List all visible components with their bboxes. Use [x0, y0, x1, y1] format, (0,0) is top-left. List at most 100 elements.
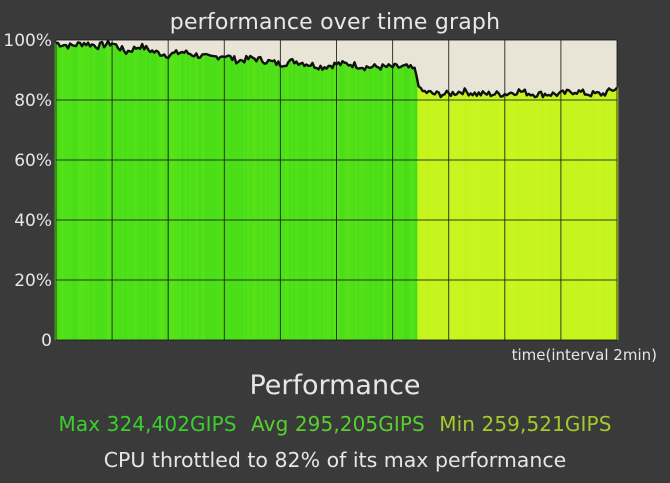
area-strip [140, 44, 144, 340]
area-strip [551, 92, 555, 340]
area-strip [116, 48, 120, 341]
area-strip [423, 90, 426, 340]
area-strip [303, 66, 306, 340]
area-strip [329, 65, 332, 340]
area-strip [385, 67, 388, 341]
area-strip [511, 93, 515, 340]
area-strip [178, 52, 182, 341]
area-strip [433, 94, 436, 340]
area-strip [475, 95, 479, 340]
area-strip [315, 67, 318, 340]
area-strip [309, 65, 312, 340]
area-strip [172, 52, 176, 340]
area-strip [92, 45, 96, 341]
area-strip [405, 64, 408, 340]
area-strip [505, 95, 509, 340]
area-strip [152, 52, 156, 341]
area-strip [168, 55, 172, 341]
area-strip [543, 93, 547, 340]
area-strip [367, 67, 370, 340]
y-tick-label: 40% [14, 211, 52, 231]
area-strip [577, 90, 581, 341]
area-strip [539, 91, 543, 341]
area-strip [519, 91, 523, 340]
area-strip [471, 95, 475, 340]
area-strip [469, 93, 473, 341]
area-strip [176, 54, 180, 340]
area-strip [533, 97, 537, 340]
area-strip [283, 65, 286, 340]
area-strip [377, 67, 380, 341]
area-strip [611, 90, 615, 340]
area-strip [417, 86, 420, 340]
area-strip [441, 94, 444, 340]
area-strip [227, 55, 230, 340]
avg-stat: Avg 295,205GIPS [251, 412, 425, 436]
x-axis-label: time(interval 2min) [512, 346, 657, 364]
area-strip [489, 96, 493, 340]
area-strip [609, 89, 613, 340]
area-strip [613, 89, 617, 340]
area-strip [200, 54, 204, 341]
area-strip [369, 67, 372, 340]
area-strip [82, 43, 86, 341]
area-strip [501, 96, 505, 340]
area-strip [84, 45, 88, 340]
area-strip [547, 95, 551, 340]
area-strip [451, 91, 455, 340]
y-tick-label: 60% [14, 151, 52, 171]
area-strip [343, 62, 346, 340]
area-strip [545, 95, 549, 340]
area-strip [591, 91, 595, 341]
area-strip [255, 61, 258, 341]
area-strip [525, 95, 529, 340]
area-strip [162, 54, 166, 340]
area-strip [415, 76, 418, 340]
area-strip [453, 94, 457, 340]
area-strip [251, 57, 254, 341]
area-strip [461, 94, 465, 340]
stats-row: Max 324,402GIPS Avg 295,205GIPS Min 259,… [0, 412, 670, 436]
area-strip [273, 60, 276, 340]
area-strip [585, 94, 589, 341]
area-strip [114, 44, 118, 341]
area-strip [517, 89, 521, 341]
area-strip [323, 67, 326, 340]
area-strip [190, 55, 194, 340]
area-strip [435, 91, 438, 340]
area-strip [419, 87, 422, 340]
area-strip [299, 63, 302, 341]
area-strip [76, 42, 80, 340]
area-strip [457, 91, 461, 340]
area-strip [413, 67, 416, 341]
area-strip [88, 46, 92, 341]
area-strip [579, 91, 583, 341]
area-strip [86, 42, 90, 341]
area-strip [182, 52, 186, 340]
area-strip [247, 59, 250, 340]
area-strip [595, 92, 599, 341]
area-strip [134, 48, 138, 340]
area-strip [355, 68, 358, 341]
area-strip [243, 62, 246, 341]
area-strip [148, 52, 152, 340]
area-strip [495, 91, 499, 340]
area-strip [297, 64, 300, 340]
area-strip [421, 91, 424, 340]
area-strip [449, 95, 453, 340]
performance-chart: 0 20% 40% 60% 80% 100% time(interval 2min) [3, 31, 657, 364]
area-strip [507, 93, 511, 340]
area-strip [154, 50, 158, 340]
area-strip [607, 88, 611, 340]
area-strip [136, 47, 140, 341]
area-strip [229, 56, 232, 341]
area-strip [477, 92, 481, 340]
area-strip [363, 70, 366, 341]
area-strip [331, 68, 334, 340]
area-strip [170, 52, 174, 341]
area-strip [339, 65, 342, 341]
area-strip [337, 62, 340, 341]
area-strip [212, 56, 216, 340]
area-strip [561, 90, 565, 341]
area-strip [529, 95, 533, 341]
